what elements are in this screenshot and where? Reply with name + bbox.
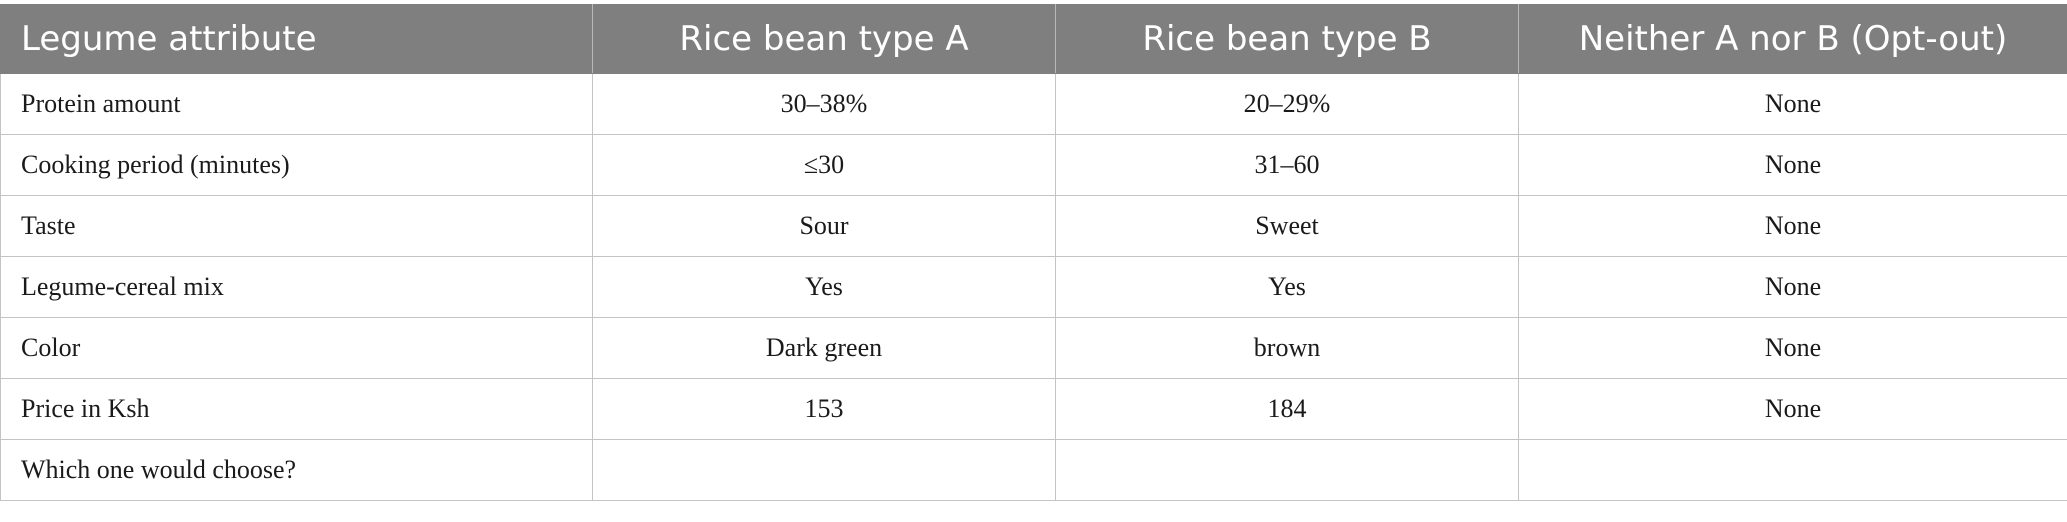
cell-type-b: Sweet xyxy=(1055,195,1519,257)
cell-opt-out: None xyxy=(1518,134,2067,196)
header-rice-bean-type-b: Rice bean type B xyxy=(1055,4,1519,74)
header-rice-bean-type-a: Rice bean type A xyxy=(592,4,1056,74)
table-row: Cooking period (minutes) ≤30 31–60 None xyxy=(0,134,2067,196)
row-label: Cooking period (minutes) xyxy=(0,134,593,196)
table-row: Color Dark green brown None xyxy=(0,317,2067,379)
cell-type-b xyxy=(1055,439,1519,501)
row-label: Which one would choose? xyxy=(0,439,593,501)
row-label: Color xyxy=(0,317,593,379)
row-label: Protein amount xyxy=(0,73,593,135)
attribute-table-container: Legume attribute Rice bean type A Rice b… xyxy=(0,4,2067,501)
cell-opt-out xyxy=(1518,439,2067,501)
cell-type-a: Sour xyxy=(592,195,1056,257)
header-opt-out: Neither A nor B (Opt-out) xyxy=(1518,4,2067,74)
cell-type-a: ≤30 xyxy=(592,134,1056,196)
cell-type-b: 20–29% xyxy=(1055,73,1519,135)
row-label: Taste xyxy=(0,195,593,257)
cell-type-b: 31–60 xyxy=(1055,134,1519,196)
cell-opt-out: None xyxy=(1518,378,2067,440)
cell-type-b: Yes xyxy=(1055,256,1519,318)
cell-type-a: Yes xyxy=(592,256,1056,318)
table-row: Protein amount 30–38% 20–29% None xyxy=(0,73,2067,135)
cell-type-a: 153 xyxy=(592,378,1056,440)
cell-type-a: 30–38% xyxy=(592,73,1056,135)
legume-attribute-table: Legume attribute Rice bean type A Rice b… xyxy=(0,4,2067,501)
cell-type-b: brown xyxy=(1055,317,1519,379)
table-row: Legume-cereal mix Yes Yes None xyxy=(0,256,2067,318)
cell-opt-out: None xyxy=(1518,256,2067,318)
cell-type-a xyxy=(592,439,1056,501)
table-header-row: Legume attribute Rice bean type A Rice b… xyxy=(0,4,2067,74)
cell-opt-out: None xyxy=(1518,195,2067,257)
row-label: Price in Ksh xyxy=(0,378,593,440)
table-row: Which one would choose? xyxy=(0,439,2067,501)
cell-opt-out: None xyxy=(1518,317,2067,379)
row-label: Legume-cereal mix xyxy=(0,256,593,318)
cell-opt-out: None xyxy=(1518,73,2067,135)
table-row: Price in Ksh 153 184 None xyxy=(0,378,2067,440)
header-legume-attribute: Legume attribute xyxy=(0,4,593,74)
table-row: Taste Sour Sweet None xyxy=(0,195,2067,257)
cell-type-b: 184 xyxy=(1055,378,1519,440)
cell-type-a: Dark green xyxy=(592,317,1056,379)
